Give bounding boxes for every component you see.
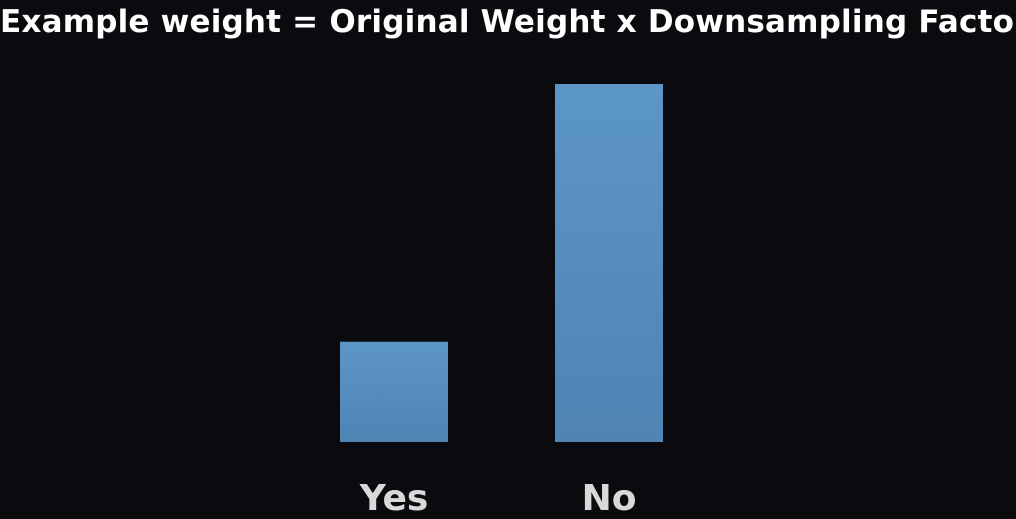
category-label-no: No	[582, 478, 637, 519]
category-label-yes: Yes	[359, 478, 429, 519]
bar-yes	[340, 341, 448, 442]
bar-no	[555, 84, 663, 442]
chart-title: Example weight = Original Weight x Downs…	[0, 4, 1016, 40]
